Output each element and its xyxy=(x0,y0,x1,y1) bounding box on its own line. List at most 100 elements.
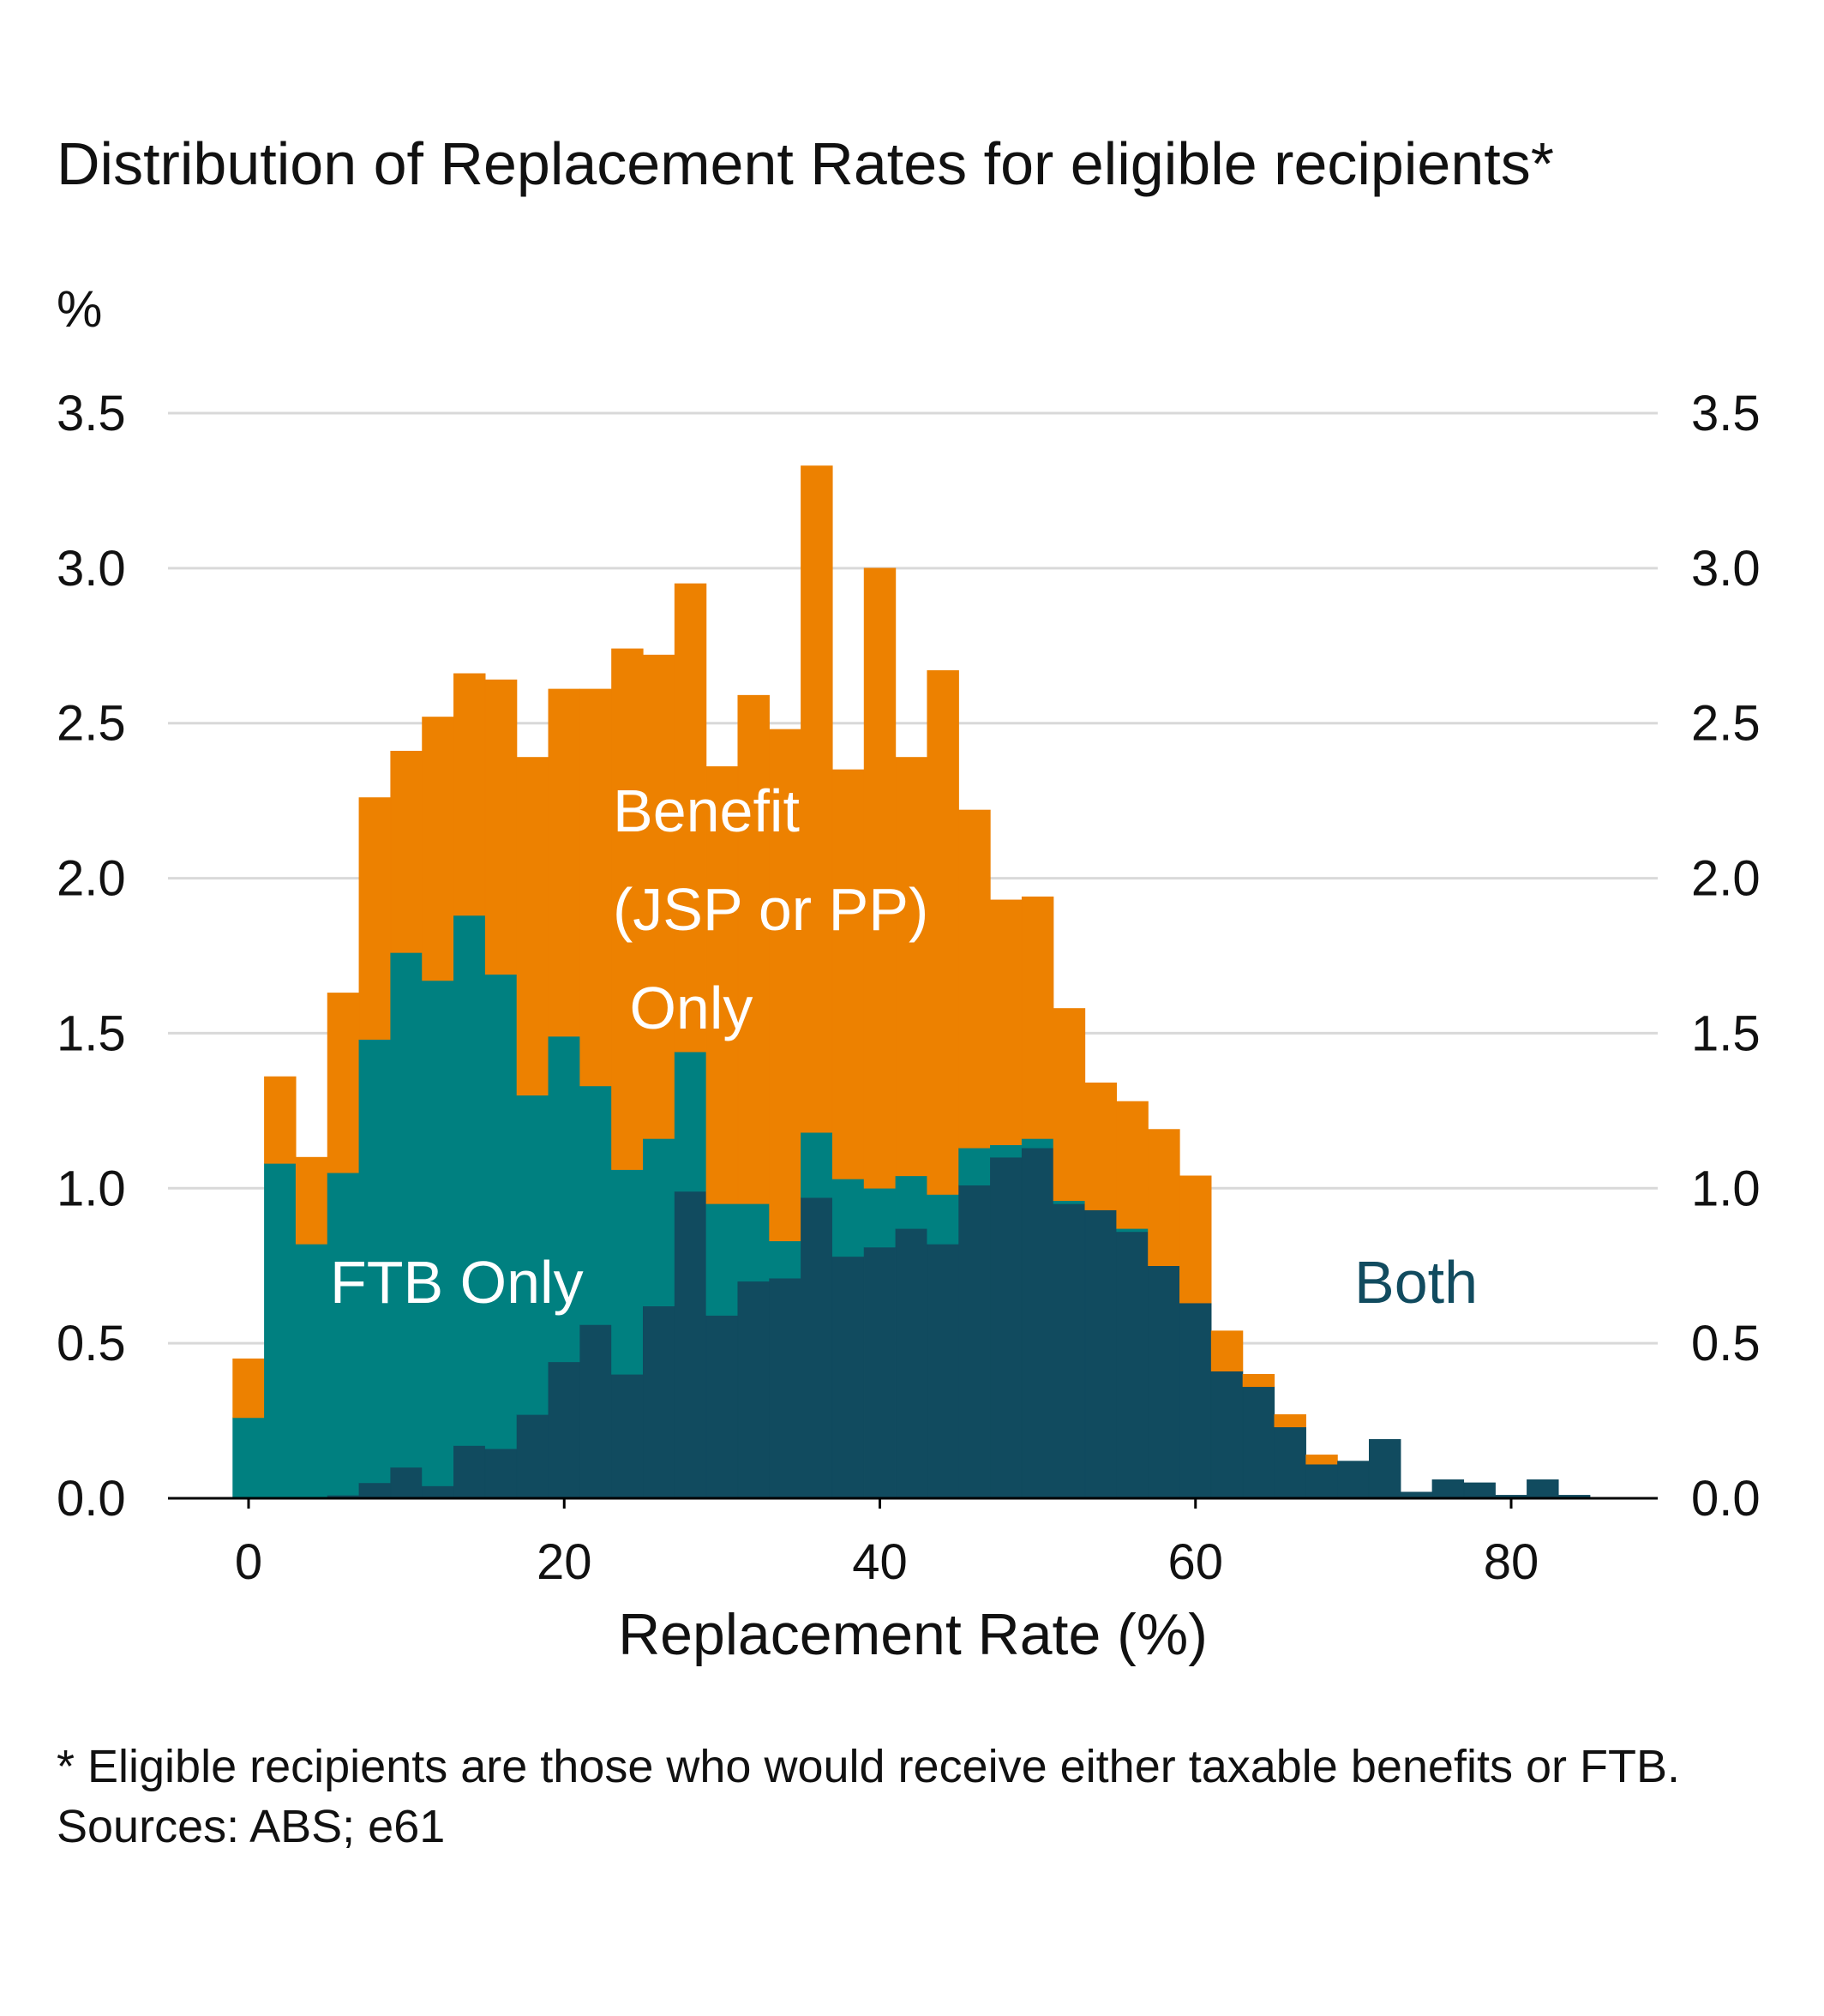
bar-segment xyxy=(831,1256,865,1499)
y-tick-label-left: 3.5 xyxy=(57,386,126,441)
bar-segment xyxy=(927,1244,959,1499)
bar-segment xyxy=(390,750,423,953)
bar-segment xyxy=(831,769,865,1179)
bar-segment xyxy=(484,679,518,975)
bar-segment xyxy=(1053,1200,1086,1204)
bar-segment xyxy=(1305,1463,1338,1499)
bar-segment xyxy=(769,729,801,1242)
series-annotation-label: FTB Only xyxy=(330,1249,584,1316)
bar-segment xyxy=(453,673,486,916)
bar-segment xyxy=(1084,1083,1117,1210)
bar-segment xyxy=(422,1485,454,1499)
bar-segment xyxy=(1210,1371,1244,1499)
bar-segment xyxy=(990,1156,1023,1499)
bar-segment xyxy=(1210,1330,1244,1371)
bar-segment xyxy=(484,974,518,1449)
annotations: Benefit (JSP or PP) Only FTB Only Both xyxy=(330,777,1478,1316)
bar-segment xyxy=(737,1203,770,1282)
bar-segment xyxy=(643,1305,675,1499)
bar-segment xyxy=(1179,1302,1212,1499)
bar-segment xyxy=(643,1138,675,1307)
x-axis-title: Replacement Rate (%) xyxy=(618,1602,1208,1667)
y-tick-label-right: 1.0 xyxy=(1691,1161,1761,1216)
bar-segment xyxy=(1116,1228,1149,1233)
bar-segment xyxy=(737,694,770,1204)
bar-segment xyxy=(327,1172,360,1496)
bar-segment xyxy=(453,1445,486,1499)
bar-segment xyxy=(1116,1231,1149,1499)
bars xyxy=(232,465,1591,1499)
bar-segment xyxy=(1148,1265,1180,1499)
bar-segment xyxy=(516,757,549,1096)
bar-segment xyxy=(232,1417,265,1499)
bar-segment xyxy=(422,980,454,1486)
bar-segment xyxy=(705,1203,739,1316)
y-tick-label-right: 3.5 xyxy=(1691,386,1761,441)
bar-segment xyxy=(769,1277,801,1499)
y-tick-label-right: 0.5 xyxy=(1691,1316,1761,1371)
bar-segment xyxy=(1527,1479,1559,1499)
y-axis-unit-label: % xyxy=(57,280,103,338)
x-tick-label: 40 xyxy=(852,1534,908,1590)
bar-segment xyxy=(1305,1455,1338,1465)
bar-segment xyxy=(453,915,486,1446)
bar-segment xyxy=(516,1414,549,1499)
bar-segment xyxy=(264,1163,297,1499)
bar-segment xyxy=(705,766,739,1204)
x-tick-label: 0 xyxy=(235,1534,262,1590)
bar-segment xyxy=(358,1482,392,1499)
bar-segment xyxy=(958,1185,991,1499)
y-tick-label-right: 2.5 xyxy=(1691,696,1761,752)
y-tick-label-left: 2.5 xyxy=(57,696,126,752)
series-annotation-label: Benefit (JSP or PP) Only xyxy=(613,777,928,1041)
bar-segment xyxy=(895,757,928,1177)
y-tick-label-left: 1.0 xyxy=(57,1161,126,1216)
bar-segment xyxy=(737,1281,770,1499)
bar-segment xyxy=(611,1374,644,1499)
footnote-text: * Eligible recipients are those who woul… xyxy=(57,1741,1680,1792)
bar-segment xyxy=(990,1144,1023,1158)
bar-segment xyxy=(674,1191,707,1499)
bar-segment xyxy=(801,1131,833,1198)
y-tick-label-right: 0.0 xyxy=(1691,1471,1761,1527)
bar-segment xyxy=(611,648,644,1170)
bar-segment xyxy=(1431,1479,1465,1499)
footnote-block: * Eligible recipients are those who woul… xyxy=(57,1737,1685,1857)
bar-segment xyxy=(927,669,959,1195)
bar-segment xyxy=(422,717,454,981)
bar-segment xyxy=(484,1448,518,1499)
bar-segment xyxy=(1116,1101,1149,1229)
sources-text: Sources: ABS; e61 xyxy=(57,1801,446,1852)
bar-segment xyxy=(579,1085,612,1325)
bar-segment xyxy=(548,1361,580,1499)
bar-segment xyxy=(990,899,1023,1145)
bar-segment xyxy=(1148,1129,1180,1267)
x-tick-label: 80 xyxy=(1484,1534,1539,1590)
bar-segment xyxy=(295,1156,328,1245)
bar-segment xyxy=(863,1187,897,1248)
annotation-line: Benefit xyxy=(613,777,800,844)
bar-segment xyxy=(358,797,392,1040)
bar-segment xyxy=(579,688,612,1087)
annotation-line: Both xyxy=(1354,1249,1478,1316)
bar-segment xyxy=(1084,1209,1117,1499)
bar-segment xyxy=(1274,1414,1306,1428)
bar-segment xyxy=(327,993,360,1173)
bar-segment xyxy=(1053,1008,1086,1202)
bar-segment xyxy=(1021,896,1054,1139)
bar-segment xyxy=(927,1194,959,1245)
bar-segment xyxy=(958,1147,991,1185)
bar-segment xyxy=(1021,1147,1054,1499)
x-tick-label: 60 xyxy=(1167,1534,1223,1590)
bar-segment xyxy=(390,952,423,1468)
bar-segment xyxy=(643,654,675,1139)
bar-segment xyxy=(1274,1426,1306,1499)
bar-segment xyxy=(705,1315,739,1499)
bar-segment xyxy=(1053,1203,1086,1499)
bar-segment xyxy=(548,688,580,1037)
bar-segment xyxy=(674,583,707,1053)
bar-segment xyxy=(1179,1175,1212,1304)
y-tick-label-left: 3.0 xyxy=(57,541,126,597)
bar-segment xyxy=(863,567,897,1189)
